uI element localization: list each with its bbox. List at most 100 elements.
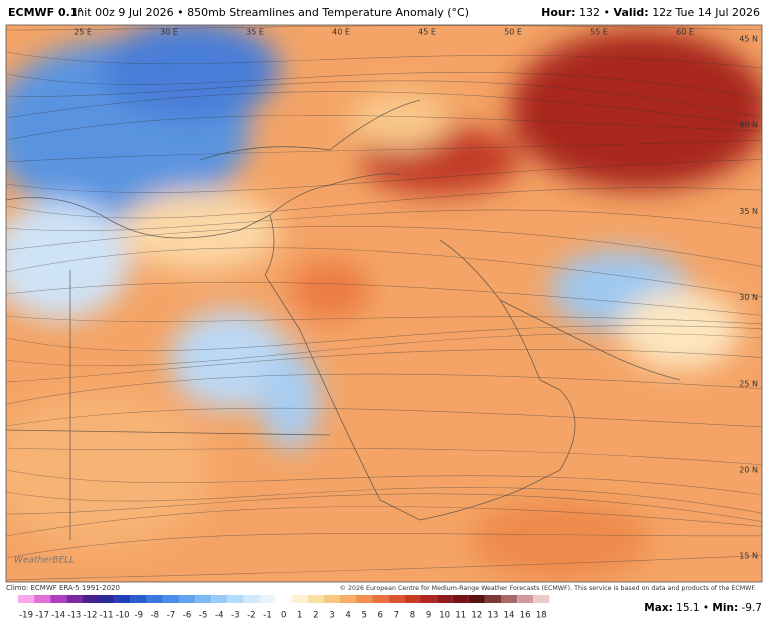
streamline xyxy=(6,533,762,559)
latitude-label: 30 N xyxy=(739,293,758,302)
longitude-label: 45 E xyxy=(418,28,436,37)
colorbar-swatch xyxy=(66,595,83,603)
colorbar-swatch xyxy=(533,595,550,603)
map xyxy=(6,25,762,582)
colorbar-label: -4 xyxy=(215,611,223,621)
colorbar-label: -17 xyxy=(35,611,49,621)
colorbar-swatch xyxy=(195,595,212,603)
colorbar-label: -5 xyxy=(199,611,207,621)
colorbar-swatch xyxy=(98,595,115,603)
streamline xyxy=(6,51,762,69)
climo: Climo: ECMWF ERA-5 1991-2020 xyxy=(6,584,120,592)
streamline xyxy=(6,407,762,428)
colorbar-label: 16 xyxy=(520,611,531,621)
colorbar-label: 0 xyxy=(281,611,286,621)
colorbar-label: -13 xyxy=(67,611,81,621)
colorbar-swatch xyxy=(323,595,340,603)
colorbar-swatch xyxy=(452,595,469,603)
colorbar-swatch xyxy=(404,595,421,603)
colorbar-swatch xyxy=(243,595,260,603)
streamline xyxy=(6,247,762,298)
streamline xyxy=(6,555,762,581)
streamline xyxy=(6,469,762,496)
streamline xyxy=(6,159,762,193)
colorbar-label: -14 xyxy=(51,611,65,621)
longitude-label: 25 E xyxy=(74,28,92,37)
min-label: Min: xyxy=(712,602,738,614)
colorbar-swatch xyxy=(18,595,35,603)
latitude-label: 15 N xyxy=(739,552,758,561)
colorbar-label: 18 xyxy=(536,611,547,621)
colorbar-swatch xyxy=(501,595,518,603)
watermark: WeatherBELL xyxy=(14,556,74,566)
streamline xyxy=(6,115,762,141)
colorbar-swatch xyxy=(517,595,534,603)
colorbar-label: -1 xyxy=(263,611,271,621)
colorbar-swatch xyxy=(146,595,163,603)
colorbar-swatch xyxy=(50,595,67,603)
longitude-label: 40 E xyxy=(332,28,350,37)
colorbar-label: 6 xyxy=(378,611,383,621)
colorbar-label: 4 xyxy=(345,611,350,621)
colorbar-swatch xyxy=(291,595,308,603)
streamline xyxy=(6,72,762,99)
longitude-label: 60 E xyxy=(676,28,694,37)
colorbar-label: 7 xyxy=(394,611,399,621)
streamline xyxy=(6,487,762,514)
colorbar-label: 12 xyxy=(471,611,482,621)
latitude-label: 25 N xyxy=(739,379,758,388)
latitude-label: 40 N xyxy=(739,121,758,130)
valid-info: Hour: 132 • Valid: 12z Tue 14 Jul 2026 xyxy=(541,6,760,19)
longitude-label: 50 E xyxy=(504,28,522,37)
colorbar-label: 8 xyxy=(410,611,415,621)
colorbar-swatch xyxy=(275,595,292,603)
colorbar-swatch xyxy=(484,595,501,603)
colorbar-swatch xyxy=(436,595,453,603)
colorbar-label: -19 xyxy=(19,611,33,621)
colorbar-swatch xyxy=(114,595,131,603)
max: 15.1 xyxy=(676,602,699,614)
streamline xyxy=(6,80,762,118)
streamline xyxy=(6,139,762,163)
colorbar-label: -6 xyxy=(183,611,191,621)
latitude-label: 45 N xyxy=(739,35,758,44)
colorbar-label: 3 xyxy=(329,611,334,621)
streamline xyxy=(6,187,762,219)
colorbar-label: 10 xyxy=(439,611,450,621)
streamline xyxy=(6,373,762,405)
colorbar-swatch xyxy=(82,595,99,603)
colorbar-swatch xyxy=(420,595,437,603)
colorbar-label: -11 xyxy=(100,611,114,621)
colorbar-swatch xyxy=(162,595,179,603)
longitude-label: 30 E xyxy=(160,28,178,37)
colorbar-label: -3 xyxy=(231,611,239,621)
colorbar-label: -8 xyxy=(151,611,159,621)
colorbar-swatch xyxy=(372,595,389,603)
colorbar-swatch xyxy=(227,595,244,603)
colorbar-swatch xyxy=(179,595,196,603)
streamline xyxy=(6,225,762,267)
colorbar-swatch xyxy=(130,595,147,603)
longitude-label: 35 E xyxy=(246,28,264,37)
streamline xyxy=(6,281,762,316)
copyright: © 2026 European Centre for Medium-Range … xyxy=(340,584,756,592)
colorbar-swatch xyxy=(259,595,276,603)
colorbar-label: -10 xyxy=(116,611,130,621)
colorbar-swatch xyxy=(211,595,228,603)
colorbar-label: 1 xyxy=(297,611,302,621)
latitude-label: 35 N xyxy=(739,207,758,216)
colorbar-label: 14 xyxy=(504,611,515,621)
hour: 132 xyxy=(579,6,600,19)
colorbar-label: -7 xyxy=(167,611,175,621)
colorbar-label: 2 xyxy=(313,611,318,621)
min: -9.7 xyxy=(742,602,763,614)
streamline xyxy=(6,325,762,352)
streamline xyxy=(6,506,762,537)
hour-label: Hour: xyxy=(541,6,575,19)
stats: Max: 15.1 • Min: -9.7 xyxy=(644,602,762,614)
map-frame xyxy=(5,24,763,583)
colorbar-label: 13 xyxy=(488,611,499,621)
streamline xyxy=(6,447,762,466)
max-label: Max: xyxy=(644,602,673,614)
